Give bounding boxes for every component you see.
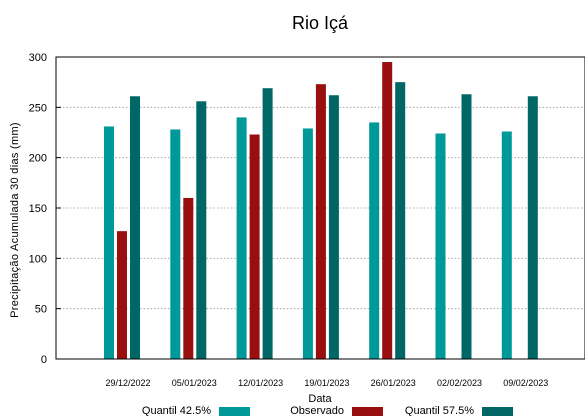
bar-quantil-42-5 xyxy=(369,122,380,359)
x-axis-ticks: 29/12/2022 05/01/2023 12/01/2023 19/01/2023… xyxy=(105,378,548,388)
legend-swatch xyxy=(352,407,383,416)
y-tick-label: 50 xyxy=(35,304,47,316)
bar-quantil-57-5 xyxy=(328,95,339,360)
gridlines xyxy=(56,106,585,310)
x-tick-label: 29/12/2022 xyxy=(105,378,150,388)
bar-quantil-57-5 xyxy=(461,94,472,359)
bar-observado xyxy=(117,231,127,359)
legend-label: Observado xyxy=(290,405,344,416)
y-tick-label: 300 xyxy=(29,52,47,64)
legend-label: Quantil 57.5% xyxy=(405,405,474,416)
bar-observado xyxy=(315,84,326,360)
legend-swatch xyxy=(219,407,250,416)
chart-title: Rio Içá xyxy=(292,13,349,33)
y-tick-label: 100 xyxy=(29,253,47,265)
x-tick-label: 02/02/2023 xyxy=(437,378,482,388)
x-tick-label: 05/01/2023 xyxy=(172,378,217,388)
bar-quantil-42-5 xyxy=(104,126,114,360)
legend-swatch xyxy=(482,407,513,416)
bar-quantil-42-5 xyxy=(170,129,181,359)
y-tick-label: 250 xyxy=(29,102,47,114)
bar-observado xyxy=(382,62,393,360)
y-tick-label: 0 xyxy=(41,354,47,366)
x-tick-label: 26/01/2023 xyxy=(371,378,416,388)
bar-quantil-42-5 xyxy=(302,128,313,359)
y-axis-label: Precipitação Acumulada 30 dias (mm) xyxy=(9,122,21,318)
y-tick-label: 150 xyxy=(29,203,47,215)
bar-quantil-57-5 xyxy=(262,88,273,359)
x-tick-label: 19/01/2023 xyxy=(304,378,349,388)
bar-quantil-42-5 xyxy=(501,131,512,359)
bar-observado xyxy=(183,197,194,359)
legend-label: Quantil 42.5% xyxy=(142,405,211,416)
x-tick-label: 12/01/2023 xyxy=(238,378,283,388)
x-tick-label: 09/02/2023 xyxy=(503,378,548,388)
legend: Quantil 42.5% Observado Quantil 57.5% xyxy=(142,405,513,416)
y-tick-label: 200 xyxy=(29,153,47,165)
y-axis-ticks: 0 50 100 150 200 250 300 xyxy=(29,52,61,366)
bar-quantil-57-5 xyxy=(527,96,538,359)
bar-quantil-42-5 xyxy=(435,133,446,359)
bar-quantil-57-5 xyxy=(196,101,207,359)
bar-quantil-57-5 xyxy=(130,96,140,359)
bar-quantil-42-5 xyxy=(236,117,247,360)
x-axis-label: Data xyxy=(308,393,332,405)
bar-quantil-57-5 xyxy=(395,82,406,360)
bar-observado xyxy=(249,134,260,359)
bars xyxy=(104,62,538,360)
